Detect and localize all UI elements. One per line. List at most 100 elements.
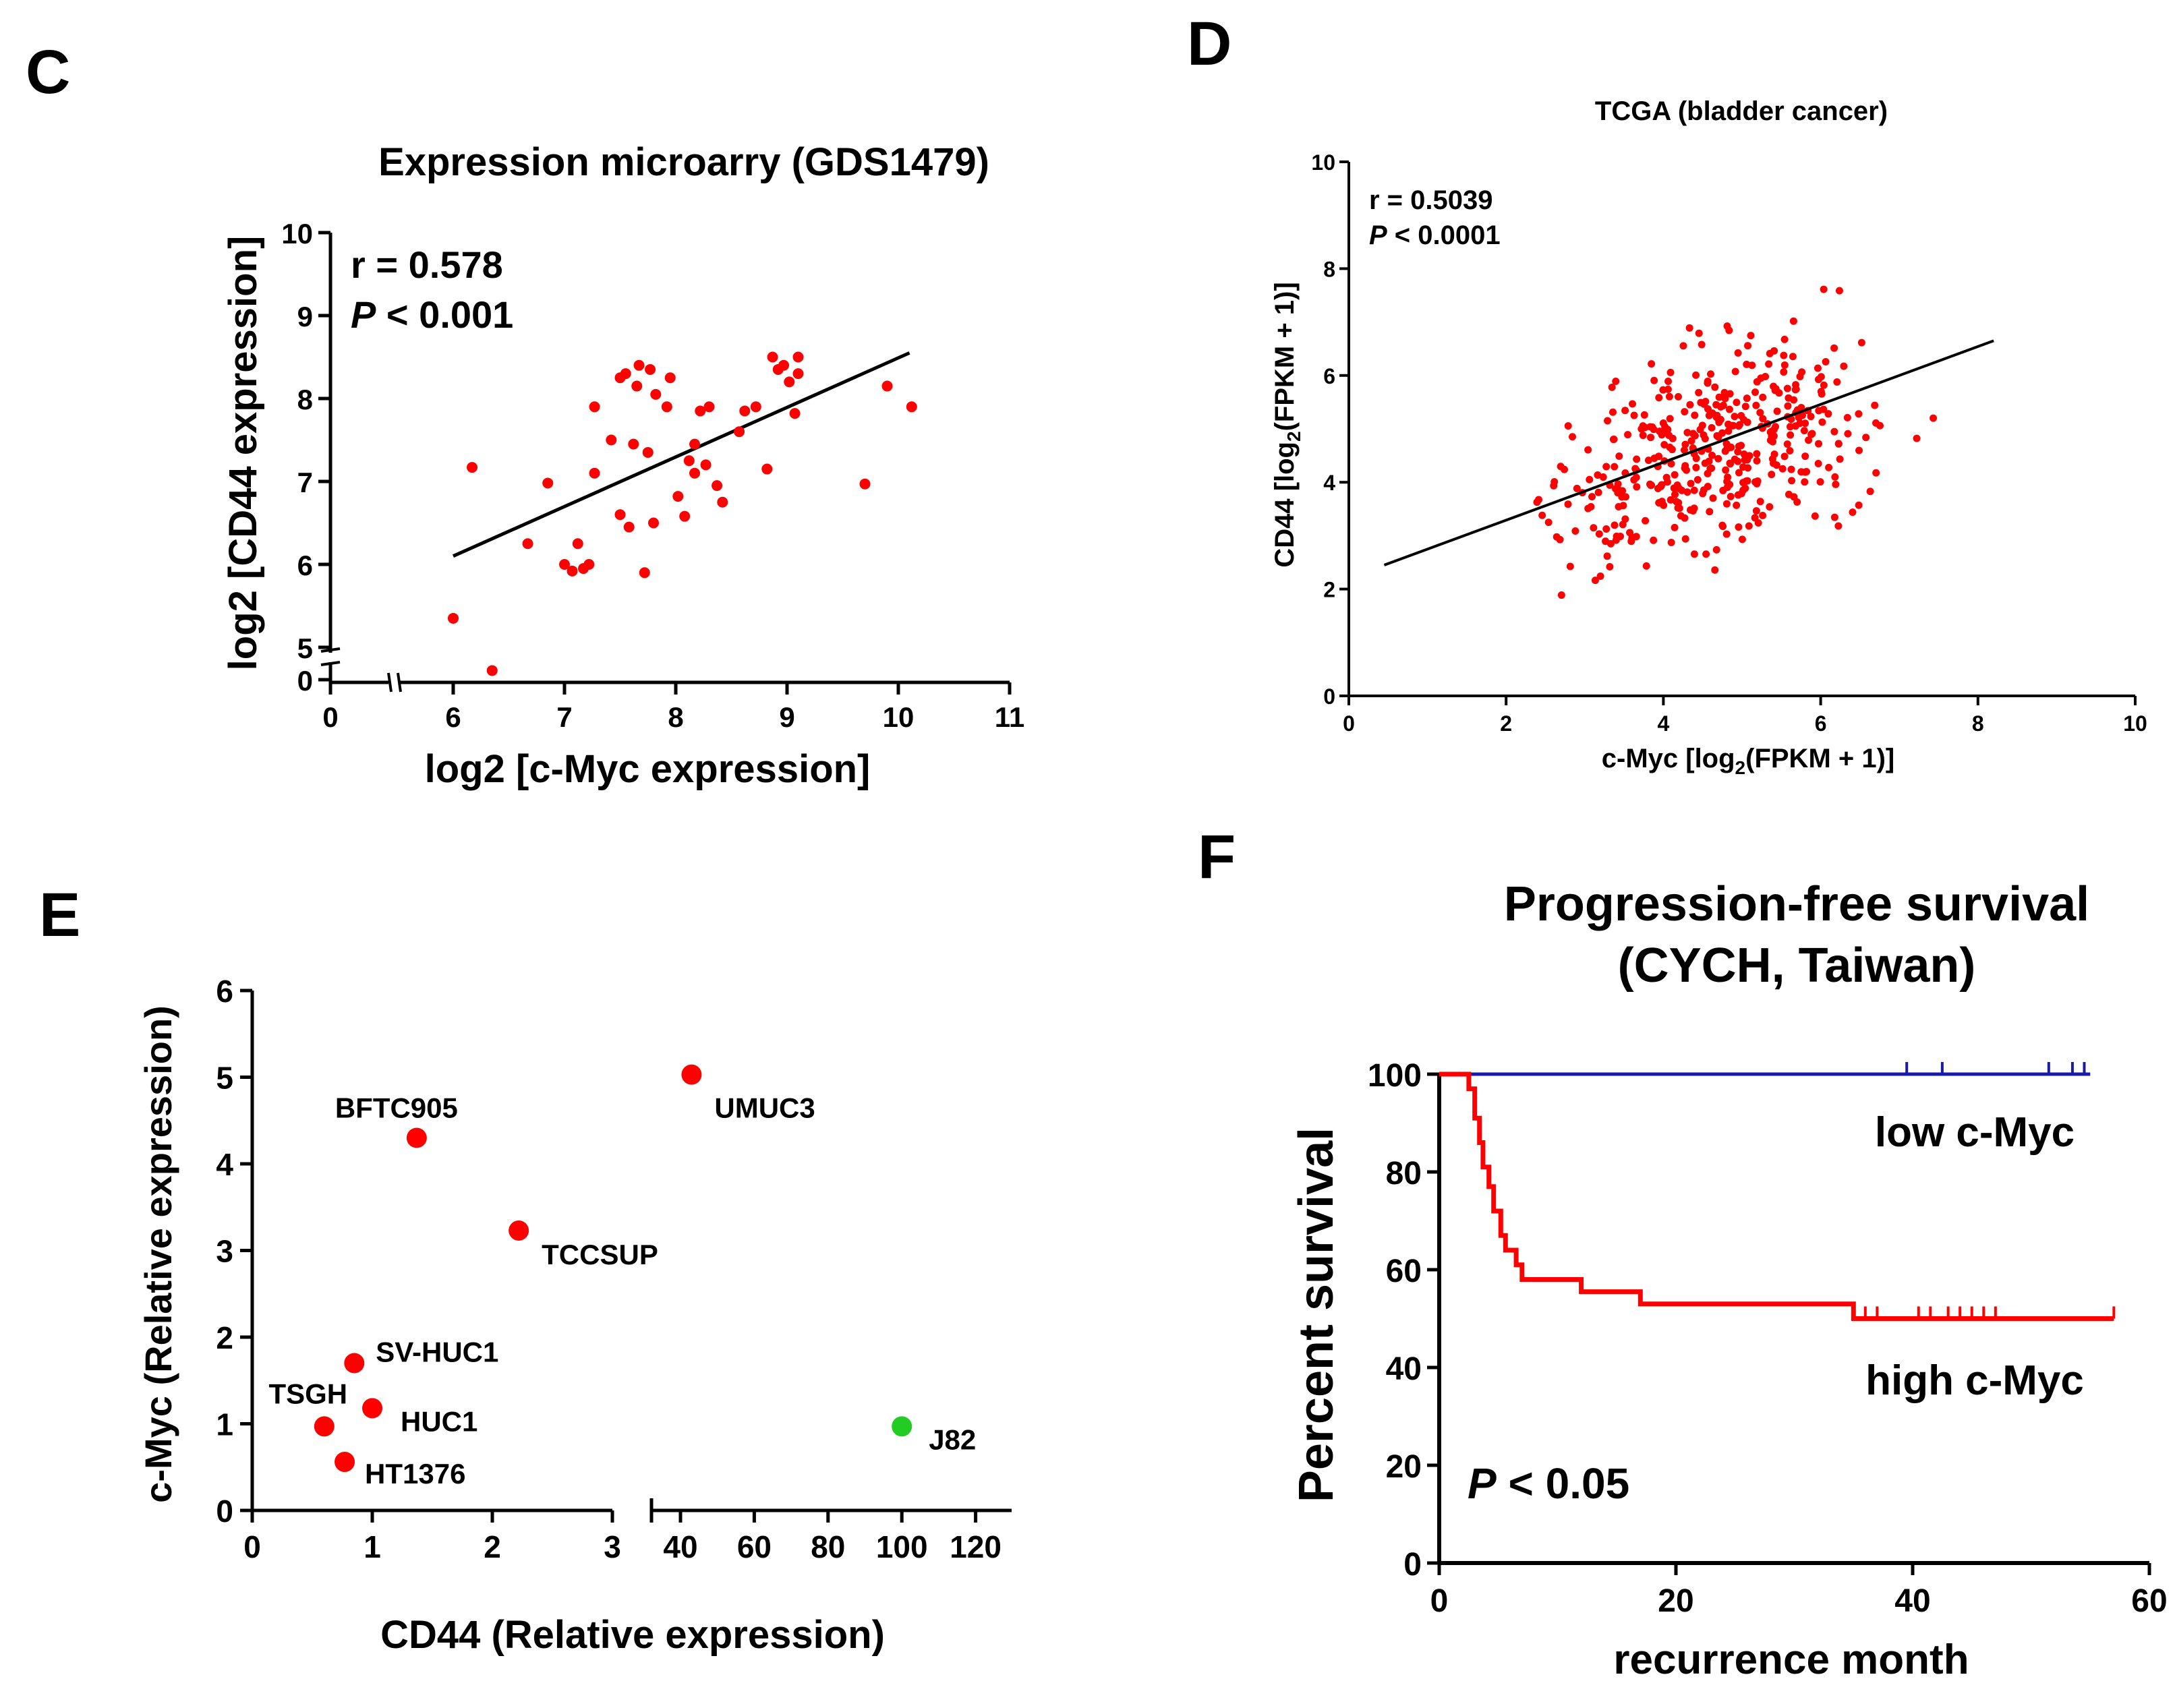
chart-d-point [1815, 407, 1823, 415]
chart-c-xlabel: log2 [c-Myc expression] [425, 747, 871, 791]
chart-d-point [1599, 473, 1607, 481]
chart-d-point [1660, 440, 1669, 448]
chart-d-point [1711, 566, 1719, 574]
chart-d-p-letter: P [1369, 220, 1387, 250]
chart-d-xlabel-sub: 2 [1735, 757, 1746, 778]
chart-d-xlabel-a: c-Myc [log [1602, 744, 1735, 773]
chart-f-xlabel: recurrence month [1613, 1637, 1969, 1683]
chart-d-point [1849, 508, 1857, 517]
chart-d-point [1619, 521, 1627, 529]
chart-d-point [1744, 342, 1752, 350]
chart-d-point [1855, 410, 1863, 418]
chart-d-point [1735, 469, 1743, 477]
chart-d-point [1834, 522, 1843, 530]
chart-d-point [1671, 471, 1679, 479]
chart-c-y-break-mark [320, 661, 341, 666]
chart-c-point [631, 380, 643, 392]
chart-d-point [1611, 485, 1619, 493]
chart-d-point [1817, 388, 1825, 396]
chart-d-point [1695, 329, 1703, 337]
chart-c-ylabel: log2 [CD44 expression] [221, 236, 265, 671]
chart-d-point [1844, 430, 1852, 438]
chart-d-point [1602, 525, 1611, 533]
chart-e-point [344, 1353, 365, 1374]
chart-d-point [1681, 514, 1689, 522]
chart-e-point-label: TCCSUP [542, 1239, 658, 1270]
chart-d-point [1633, 483, 1641, 491]
chart-d-point [1603, 552, 1611, 560]
chart-d-point [1743, 394, 1751, 403]
chart-d-point [1745, 522, 1753, 530]
chart-e-x-tick-label: 60 [737, 1529, 772, 1564]
chart-f-x-tick-label: 20 [1658, 1583, 1693, 1619]
chart-d-point [1709, 494, 1717, 502]
chart-e-point-label: UMUC3 [714, 1092, 815, 1124]
chart-e-x-tick-label: 40 [663, 1529, 697, 1564]
chart-d-point [1564, 422, 1572, 430]
chart-d-point [1687, 479, 1695, 488]
chart-d-point [1787, 431, 1795, 439]
chart-d-point [1721, 447, 1729, 455]
chart-d-point [1571, 527, 1579, 535]
chart-d-point [1665, 392, 1673, 401]
chart-d-point [1753, 450, 1761, 458]
chart-e-point-label: J82 [929, 1423, 976, 1455]
chart-e-x-tick-label: 120 [950, 1529, 1002, 1564]
chart-d-point [1704, 379, 1712, 387]
chart-c-point [792, 368, 804, 380]
chart-c-point [633, 359, 645, 371]
chart-f-y-tick-label: 0 [1403, 1547, 1422, 1583]
chart-d-point [1768, 455, 1776, 463]
chart-d-point [1655, 499, 1663, 507]
chart-e-x-tick-label: 0 [243, 1529, 261, 1564]
chart-d-point [1692, 454, 1700, 463]
chart-c-point [589, 401, 600, 413]
chart-c-y-tick-label: 9 [297, 301, 313, 332]
panel-letter-c: C [26, 38, 70, 107]
chart-d-point [1798, 368, 1806, 376]
chart-c-point [881, 380, 893, 392]
chart-d-point [1714, 454, 1722, 463]
chart-d-point [1663, 478, 1671, 486]
chart-e-y-tick-label: 1 [216, 1407, 233, 1442]
chart-d-point [1691, 411, 1699, 419]
chart-d-point [1666, 368, 1675, 376]
chart-d-point [1594, 488, 1602, 496]
chart-d-p-rest: < 0.0001 [1387, 220, 1501, 250]
chart-d-point [1731, 413, 1739, 421]
chart-d-point [1766, 503, 1774, 511]
chart-d-point [1699, 490, 1707, 498]
chart-d-point [1648, 360, 1656, 368]
chart-e-point [406, 1127, 427, 1148]
chart-d-point [1544, 519, 1553, 527]
chart-d-point [1681, 408, 1689, 416]
chart-c-point [683, 455, 695, 467]
chart-d-point [1692, 463, 1700, 471]
chart-d-point [1752, 401, 1760, 409]
chart-c-point [661, 401, 672, 413]
chart-d-xlabel-b: (FPKM + 1)] [1745, 744, 1894, 773]
chart-d-point [1702, 550, 1710, 558]
chart-d-point [1807, 430, 1816, 438]
chart-f-axes: 0 20 40 60 80 100 0 20 40 60 [1368, 1058, 2168, 1619]
chart-c-point [567, 565, 578, 577]
chart-d-point [1690, 486, 1698, 494]
chart-c-point [784, 376, 795, 388]
chart-d-point [1815, 440, 1823, 448]
chart-d-point [1788, 477, 1796, 485]
chart-c-point [703, 401, 715, 413]
chart-c-point [778, 359, 790, 371]
chart-c-fit-line [452, 351, 910, 558]
chart-d-point [1679, 342, 1687, 350]
chart-f-y-tick-label: 100 [1368, 1058, 1422, 1094]
chart-d-point [1759, 415, 1767, 423]
chart-d-point [1613, 532, 1621, 540]
chart-d-point [1655, 394, 1663, 402]
chart-d-point [1675, 499, 1683, 507]
chart-d-y-tick-label: 4 [1323, 471, 1335, 495]
chart-d-point [1664, 385, 1672, 393]
chart-d-point [1780, 452, 1789, 461]
chart-d-point [1820, 285, 1828, 293]
chart-c-point [767, 351, 778, 363]
